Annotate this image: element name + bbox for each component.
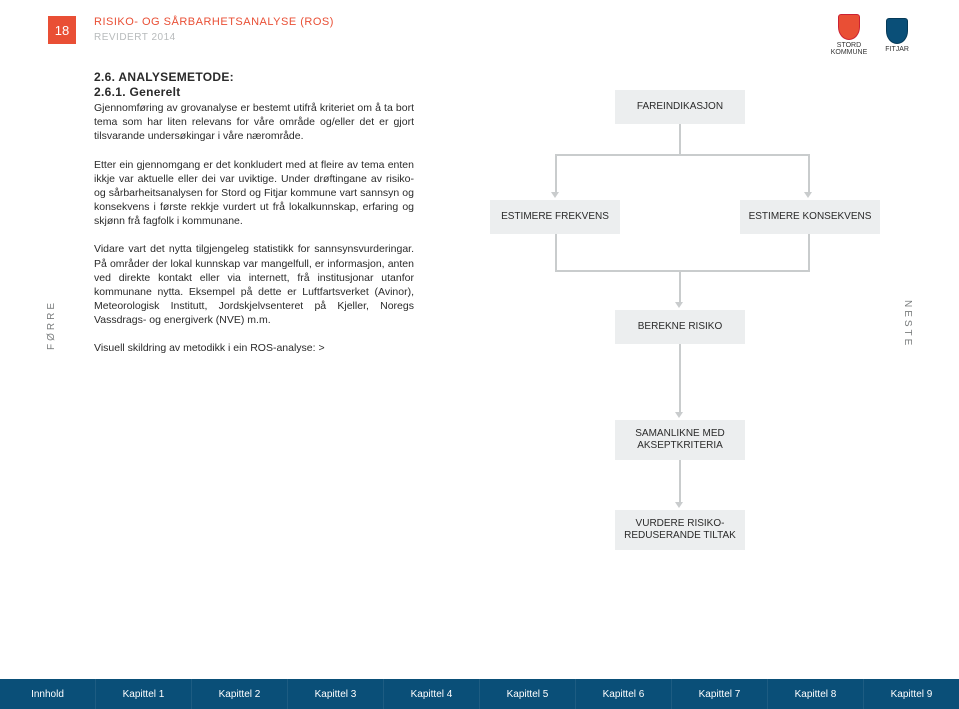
- flow-edge: [808, 154, 810, 192]
- logo-stord: STORD KOMMUNE: [831, 14, 868, 56]
- logo-label: STORD KOMMUNE: [831, 42, 868, 56]
- paragraph: Visuell skildring av metodikk i ein ROS-…: [94, 341, 414, 355]
- flow-arrow-icon: [804, 192, 812, 198]
- paragraph: Gjennomføring av grovanalyse er bestemt …: [94, 101, 414, 144]
- logo-label: FITJAR: [885, 46, 909, 53]
- flow-edge: [555, 234, 557, 270]
- flow-edge: [679, 124, 681, 154]
- footer-link-innhold[interactable]: Innhold: [0, 679, 96, 709]
- flow-arrow-icon: [675, 412, 683, 418]
- logo-group: STORD KOMMUNE FITJAR: [831, 14, 909, 56]
- footer-nav: Innhold Kapittel 1 Kapittel 2 Kapittel 3…: [0, 679, 959, 709]
- footer-link-kapittel-4[interactable]: Kapittel 4: [384, 679, 480, 709]
- header-subtitle: REVIDERT 2014: [94, 32, 176, 43]
- footer-link-kapittel-8[interactable]: Kapittel 8: [768, 679, 864, 709]
- flow-edge: [555, 154, 557, 192]
- flow-edge: [808, 234, 810, 270]
- flow-node-samanlikne: SAMANLIKNE MED AKSEPTKRITERIA: [615, 420, 745, 460]
- flow-node-estimere-frekvens: ESTIMERE FREKVENS: [490, 200, 620, 234]
- subsection-heading: 2.6.1. Generelt: [94, 85, 414, 99]
- footer-link-kapittel-2[interactable]: Kapittel 2: [192, 679, 288, 709]
- footer-link-kapittel-3[interactable]: Kapittel 3: [288, 679, 384, 709]
- section-heading: 2.6. ANALYSEMETODE:: [94, 70, 414, 84]
- flow-edge: [555, 270, 810, 272]
- paragraph: Vidare vart det nytta tilgjengeleg stati…: [94, 242, 414, 327]
- footer-link-kapittel-5[interactable]: Kapittel 5: [480, 679, 576, 709]
- flow-arrow-icon: [675, 302, 683, 308]
- shield-icon: [838, 14, 860, 40]
- logo-fitjar: FITJAR: [885, 18, 909, 53]
- footer-link-kapittel-7[interactable]: Kapittel 7: [672, 679, 768, 709]
- flow-edge: [555, 154, 810, 156]
- main-content: 2.6. ANALYSEMETODE: 2.6.1. Generelt Gjen…: [94, 70, 414, 356]
- page-header: 18 RISIKO- OG SÅRBARHETSANALYSE (ROS) RE…: [0, 10, 959, 50]
- flow-node-fareindikasjon: FAREINDIKASJON: [615, 90, 745, 124]
- paragraph: Etter ein gjennomgang er det konkludert …: [94, 158, 414, 229]
- prev-page-link[interactable]: FØRRE: [46, 300, 57, 350]
- flow-arrow-icon: [551, 192, 559, 198]
- flow-edge: [679, 344, 681, 412]
- flow-arrow-icon: [675, 502, 683, 508]
- next-page-link[interactable]: NESTE: [902, 300, 913, 348]
- flow-edge: [679, 270, 681, 302]
- footer-link-kapittel-6[interactable]: Kapittel 6: [576, 679, 672, 709]
- flow-node-vurdere: VURDERE RISIKO-REDUSERANDE TILTAK: [615, 510, 745, 550]
- footer-link-kapittel-1[interactable]: Kapittel 1: [96, 679, 192, 709]
- footer-link-kapittel-9[interactable]: Kapittel 9: [864, 679, 959, 709]
- page-number-badge: 18: [48, 16, 76, 44]
- flow-node-berekne-risiko: BEREKNE RISIKO: [615, 310, 745, 344]
- flow-edge: [679, 460, 681, 502]
- shield-icon: [886, 18, 908, 44]
- flow-node-estimere-konsekvens: ESTIMERE KONSEKVENS: [740, 200, 880, 234]
- header-title: RISIKO- OG SÅRBARHETSANALYSE (ROS): [94, 16, 334, 28]
- flowchart: FAREINDIKASJON ESTIMERE FREKVENS ESTIMER…: [460, 70, 900, 590]
